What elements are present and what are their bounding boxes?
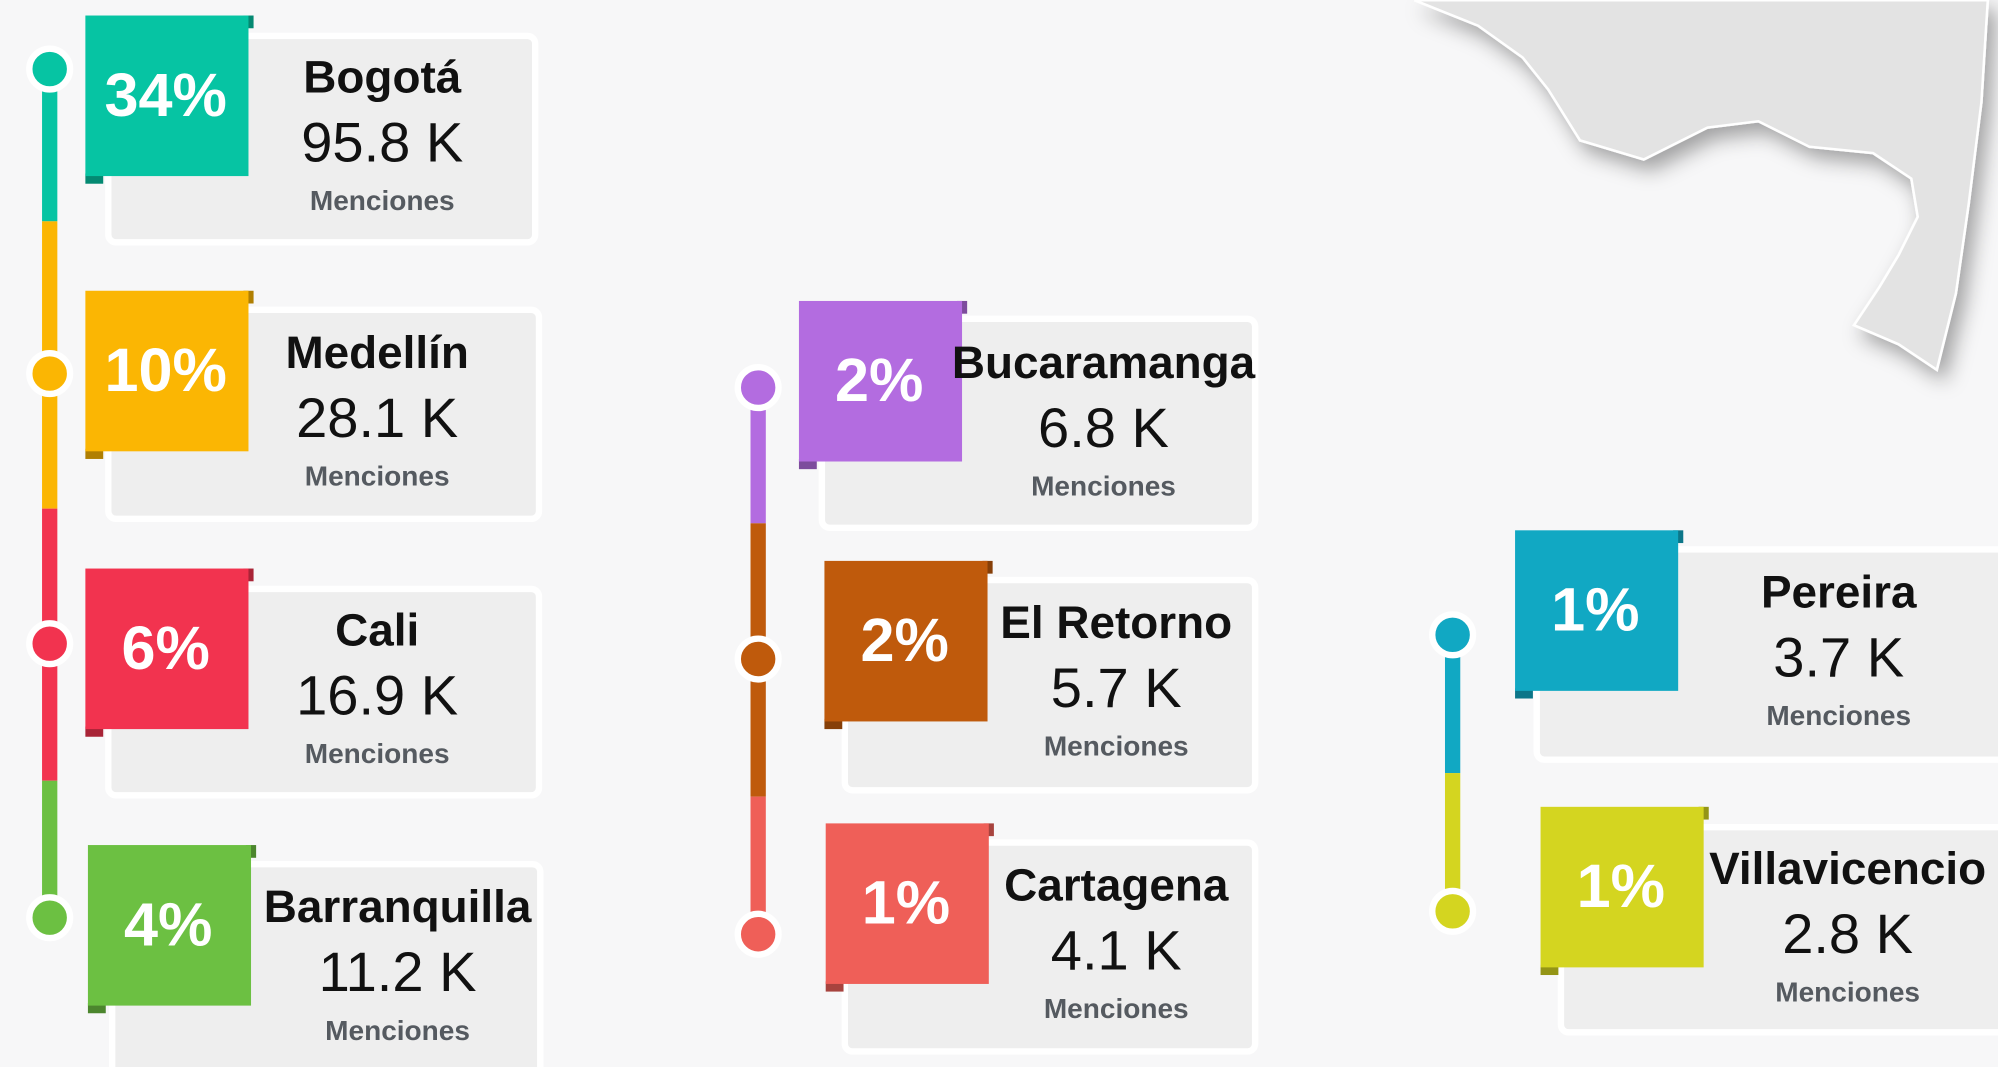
city-name: Bogotá bbox=[303, 51, 461, 103]
mentions: 11.2 K bbox=[319, 940, 477, 1003]
mentions: 2.8 K bbox=[1782, 902, 1913, 965]
tab bbox=[87, 1003, 106, 1014]
mentions-unit: Menciones bbox=[310, 185, 455, 216]
timelines bbox=[42, 69, 1461, 935]
timeline-dot bbox=[26, 894, 74, 942]
tab bbox=[1515, 688, 1533, 699]
timeline-dot bbox=[734, 364, 782, 412]
mentions-unit: Menciones bbox=[325, 1015, 470, 1046]
mentions: 95.8 K bbox=[301, 111, 463, 174]
percent-box bbox=[87, 845, 252, 1006]
map bbox=[1413, 0, 1990, 372]
mentions-unit: Menciones bbox=[305, 460, 450, 491]
mentions: 6.8 K bbox=[1038, 396, 1169, 459]
timeline-segment bbox=[42, 69, 58, 222]
percent: 34% bbox=[104, 61, 226, 129]
tab bbox=[85, 448, 104, 459]
percent: 10% bbox=[104, 336, 226, 404]
percent-box bbox=[1540, 806, 1704, 968]
city-name: El Retorno bbox=[1000, 596, 1232, 648]
tab bbox=[798, 458, 817, 470]
percent-box bbox=[85, 568, 249, 730]
percent: 2% bbox=[861, 606, 949, 674]
city-name: Bucaramanga bbox=[952, 336, 1256, 388]
timeline-segment bbox=[750, 796, 766, 935]
tab bbox=[85, 726, 104, 737]
percent-box bbox=[85, 15, 249, 177]
city-name: Villavicencio bbox=[1709, 842, 1986, 894]
mentions: 3.7 K bbox=[1773, 625, 1904, 688]
timeline-dot bbox=[26, 620, 74, 668]
mentions-unit: Menciones bbox=[1044, 731, 1189, 762]
mentions-unit: Menciones bbox=[1044, 993, 1189, 1024]
percent-box bbox=[825, 823, 989, 984]
city-name: Cartagena bbox=[1004, 858, 1229, 910]
timeline-segment bbox=[1444, 634, 1461, 774]
timeline-dot bbox=[1429, 887, 1477, 935]
percent: 1% bbox=[1577, 852, 1665, 920]
percent-box bbox=[85, 290, 249, 452]
timeline-dot bbox=[734, 910, 782, 958]
city-name: Cali bbox=[335, 604, 419, 656]
city-name: Barranquilla bbox=[264, 880, 532, 932]
mentions: 5.7 K bbox=[1051, 656, 1182, 719]
tab bbox=[824, 718, 843, 730]
timeline-dot bbox=[734, 635, 782, 683]
mentions-unit: Menciones bbox=[1775, 977, 1920, 1008]
percent: 6% bbox=[121, 614, 209, 682]
mentions-unit: Menciones bbox=[305, 738, 450, 769]
tab bbox=[825, 981, 844, 992]
mentions: 16.9 K bbox=[296, 664, 458, 727]
percent: 1% bbox=[862, 869, 950, 937]
mentions-unit: Menciones bbox=[1766, 700, 1911, 731]
timeline-segment bbox=[42, 780, 58, 918]
percent: 1% bbox=[1551, 576, 1639, 644]
percent-box bbox=[1515, 530, 1679, 691]
city-name: Pereira bbox=[1761, 565, 1917, 617]
timeline-segment bbox=[750, 387, 766, 524]
mentions: 4.1 K bbox=[1051, 918, 1182, 981]
city-name: Medellín bbox=[285, 326, 468, 378]
percent: 4% bbox=[124, 890, 212, 958]
mentions-unit: Menciones bbox=[1031, 471, 1176, 502]
timeline-dot bbox=[26, 45, 74, 93]
tab bbox=[85, 173, 104, 184]
percent-box bbox=[798, 300, 963, 462]
timeline-dot bbox=[1429, 611, 1477, 659]
mentions: 28.1 K bbox=[296, 386, 458, 449]
percent: 2% bbox=[835, 346, 923, 414]
tab bbox=[1540, 964, 1559, 976]
timeline-dot bbox=[26, 350, 74, 398]
percent-box bbox=[824, 560, 988, 722]
timeline-segment bbox=[1444, 773, 1461, 912]
cards: 34% Bogotá 95.8 K Menciones 10% Medellín 28.1 … bbox=[26, 15, 1998, 1067]
